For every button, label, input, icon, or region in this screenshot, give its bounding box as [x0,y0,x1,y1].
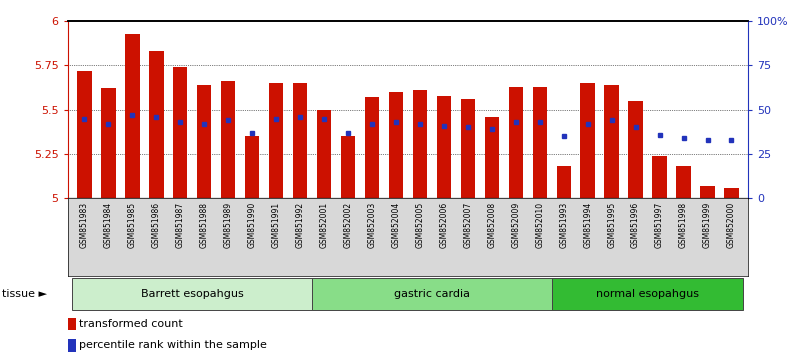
Bar [197,85,212,198]
Bar [173,67,188,198]
Bar [556,166,571,198]
Text: GSM851996: GSM851996 [631,202,640,249]
Bar [653,156,667,198]
Bar [101,88,115,198]
Bar [388,92,403,198]
Bar [221,81,236,198]
Text: GSM852000: GSM852000 [727,202,736,249]
Bar [700,186,715,198]
Text: GSM852007: GSM852007 [463,202,472,249]
Text: GSM851992: GSM851992 [295,202,305,248]
Text: normal esopahgus: normal esopahgus [596,289,699,299]
Text: GSM852001: GSM852001 [319,202,329,248]
Text: GSM851990: GSM851990 [248,202,256,249]
Text: GSM851989: GSM851989 [224,202,232,248]
Text: transformed count: transformed count [80,319,183,329]
Text: Barrett esopahgus: Barrett esopahgus [141,289,244,299]
Bar [413,90,427,198]
Text: GSM851999: GSM851999 [703,202,712,249]
Bar [245,136,259,198]
Bar [365,97,379,198]
Text: GSM852002: GSM852002 [344,202,353,248]
Bar [68,318,76,330]
FancyBboxPatch shape [552,278,743,310]
Text: GSM851997: GSM851997 [655,202,664,249]
Bar [341,136,355,198]
Bar [677,166,691,198]
Text: GSM851988: GSM851988 [200,202,209,248]
Text: GSM851986: GSM851986 [152,202,161,248]
Text: GSM851995: GSM851995 [607,202,616,249]
Bar [77,71,92,198]
Bar [317,110,331,198]
FancyBboxPatch shape [72,278,312,310]
Bar [604,85,618,198]
Bar [509,87,523,198]
Text: GSM852010: GSM852010 [535,202,544,248]
Bar [68,339,76,352]
Text: GSM851991: GSM851991 [271,202,281,248]
Text: GSM851987: GSM851987 [176,202,185,248]
Text: GSM851993: GSM851993 [560,202,568,249]
Bar [485,117,499,198]
Bar [533,87,547,198]
Text: GSM851998: GSM851998 [679,202,688,248]
Text: GSM852005: GSM852005 [416,202,424,249]
Text: GSM852003: GSM852003 [368,202,377,249]
Text: GSM851985: GSM851985 [128,202,137,248]
Bar [437,96,451,198]
Bar [269,83,283,198]
Bar [724,188,739,198]
FancyBboxPatch shape [312,278,552,310]
Text: GSM852006: GSM852006 [439,202,448,249]
Text: GSM852004: GSM852004 [392,202,400,249]
Text: GSM851994: GSM851994 [583,202,592,249]
Bar [293,83,307,198]
Text: GSM852009: GSM852009 [511,202,521,249]
Text: tissue ►: tissue ► [2,289,48,299]
Text: percentile rank within the sample: percentile rank within the sample [80,340,267,350]
Text: GSM852008: GSM852008 [487,202,497,248]
Bar [125,34,139,198]
Bar [580,83,595,198]
Bar [149,51,163,198]
Bar [628,101,643,198]
Text: GSM851983: GSM851983 [80,202,89,248]
Text: gastric cardia: gastric cardia [394,289,470,299]
Text: GSM851984: GSM851984 [104,202,113,248]
Bar [461,99,475,198]
